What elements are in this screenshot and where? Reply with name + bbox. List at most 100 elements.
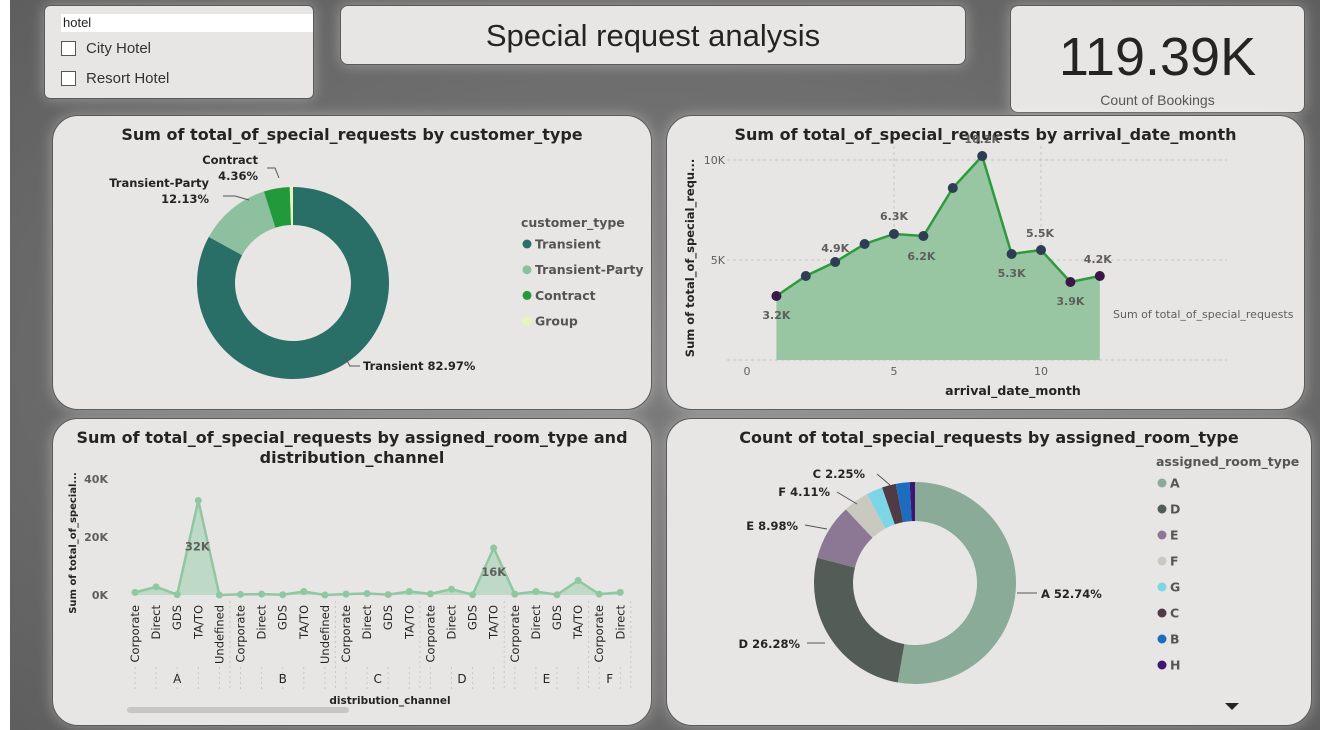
data-point — [384, 591, 392, 599]
x-tick-label-corporate: Corporate — [508, 605, 522, 663]
legend-marker-transient-party — [522, 265, 532, 275]
legend-item-c: C — [1170, 606, 1179, 621]
x-tick-label-ta-to: TA/TO — [402, 605, 416, 640]
group-label-b: B — [279, 672, 287, 686]
data-label: 10.2K — [964, 133, 1000, 146]
data-point — [300, 588, 308, 596]
donut-slice-b — [895, 482, 912, 523]
legend-marker-transient — [522, 239, 532, 249]
data-label: 3.2K — [762, 309, 790, 322]
data-point — [469, 591, 477, 599]
slice-label-transient: Transient 82.97% — [363, 359, 476, 373]
data-point — [131, 588, 139, 596]
data-point — [1006, 249, 1017, 259]
arrival-month-panel: Sum of total_of_special_requests by arri… — [666, 115, 1305, 410]
data-point — [595, 590, 603, 598]
horizontal-scrollbar[interactable] — [127, 707, 349, 713]
x-tick-label-ta-to: TA/TO — [297, 605, 311, 640]
x-tick-label-direct: Direct — [613, 605, 627, 640]
y-tick-label: 20K — [84, 531, 108, 544]
data-point — [977, 151, 988, 161]
data-label: 4.9K — [821, 242, 849, 255]
group-label-f: F — [606, 672, 613, 686]
donut-slice-a — [897, 482, 1016, 684]
data-point — [1036, 245, 1046, 255]
page-title-box: Special request analysis — [340, 5, 966, 65]
data-point — [1094, 271, 1105, 281]
x-tick-label-direct: Direct — [149, 605, 163, 640]
data-label: 3.9K — [1056, 295, 1084, 308]
data-label: 32K — [185, 539, 211, 553]
data-point — [511, 590, 519, 598]
y-axis-title: Sum of total_of_special... — [68, 472, 79, 614]
x-tick-label: 10 — [1034, 365, 1048, 378]
leader-line — [876, 473, 891, 486]
legend-title: assigned_room_type — [1156, 454, 1299, 470]
data-point — [448, 585, 455, 593]
legend-scroll-down-icon[interactable] — [1225, 703, 1239, 710]
kpi-label: Count of Bookings — [1100, 92, 1215, 108]
data-point — [363, 590, 371, 598]
x-tick-label-ta-to: TA/TO — [191, 605, 205, 640]
legend-marker-a — [1157, 478, 1167, 488]
legend-item-b: B — [1170, 632, 1180, 647]
data-point — [258, 590, 266, 598]
leader-line — [342, 353, 360, 367]
legend-item-contract: Contract — [535, 288, 596, 303]
legend-item-d: D — [1170, 502, 1180, 517]
data-point — [173, 591, 181, 599]
x-tick-label-undefined: Undefined — [318, 605, 332, 664]
slice-label-contract: Contract — [202, 153, 258, 167]
legend-marker-e — [1157, 530, 1167, 540]
legend-marker-contract — [522, 290, 532, 300]
x-tick-label-corporate: Corporate — [339, 605, 353, 663]
x-tick-label-gds: GDS — [550, 605, 564, 630]
checkbox-icon[interactable] — [61, 71, 76, 86]
donut-slice-transient-party — [208, 191, 276, 256]
x-tick-label-ta-to: TA/TO — [571, 605, 585, 640]
donut-slice-group — [289, 187, 293, 226]
data-point — [947, 183, 958, 193]
slice-label-transient-party-pct: 12.13% — [161, 192, 209, 206]
slicer-option-label: City Hotel — [86, 40, 152, 57]
room-type-panel: Count of total_special_requests by assig… — [666, 418, 1312, 726]
data-point — [889, 229, 899, 239]
donut-slice-d — [814, 557, 905, 683]
data-label: 4.2K — [1084, 253, 1112, 266]
data-point — [405, 588, 413, 596]
x-tick-label-gds: GDS — [381, 605, 395, 630]
y-axis-title: Sum of total_of_special_requ... — [683, 159, 698, 357]
legend-marker-c — [1157, 608, 1167, 618]
kpi-card: 119.39K Count of Bookings — [1010, 5, 1305, 113]
chart-title: Sum of total_of_special_requests by cust… — [121, 125, 583, 144]
room-type-donut-chart: A 52.74% D 26.28% E 8.98% F 4.11% C 2.25% ass… — [739, 454, 1299, 710]
donut-slice-h — [909, 482, 915, 522]
legend-item-h: H — [1170, 658, 1180, 673]
legend-item-g: G — [1170, 580, 1180, 595]
data-point — [194, 496, 202, 504]
data-point — [532, 588, 540, 596]
group-label-a: A — [173, 672, 182, 686]
donut-slice-transient — [197, 187, 389, 380]
data-label: 5.5K — [1026, 227, 1054, 240]
hotel-slicer: hotel City Hotel Resort Hotel — [44, 5, 314, 99]
leader-line — [836, 491, 858, 505]
chart-title: Sum of total_of_special_requests by arri… — [734, 125, 1237, 144]
slice-label-d: D 26.28% — [739, 637, 801, 651]
legend-marker-f — [1157, 556, 1167, 566]
slicer-option-city-hotel[interactable]: City Hotel — [61, 40, 151, 57]
x-tick-label: 0 — [744, 365, 751, 378]
data-point — [830, 257, 841, 267]
area-fill — [776, 156, 1100, 360]
y-tick-label: 10K — [704, 154, 726, 167]
series-line — [134, 500, 621, 597]
slicer-option-resort-hotel[interactable]: Resort Hotel — [61, 70, 169, 87]
data-point — [574, 577, 582, 584]
slice-label-transient-party: Transient-Party — [109, 176, 209, 190]
data-label: 6.3K — [880, 210, 908, 223]
donut-slice-contract — [263, 187, 292, 228]
data-point — [237, 590, 244, 598]
checkbox-icon[interactable] — [61, 41, 76, 56]
kpi-value: 119.39K — [1058, 27, 1257, 87]
legend-marker-b — [1157, 634, 1167, 644]
